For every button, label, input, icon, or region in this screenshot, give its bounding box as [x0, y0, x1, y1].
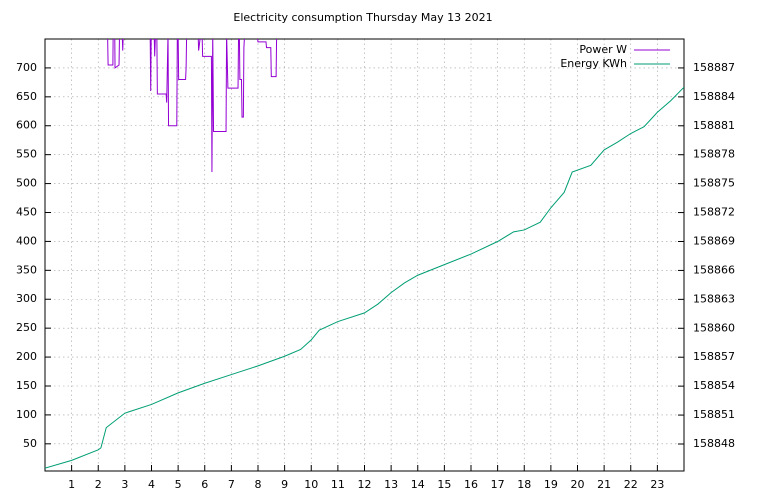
x-tick-label: 18: [517, 478, 531, 491]
x-tick-label: 19: [544, 478, 558, 491]
x-tick-label: 8: [255, 478, 262, 491]
y-tick-label: 250: [16, 321, 37, 334]
y-tick-label: 50: [23, 437, 37, 450]
x-tick-label: 13: [384, 478, 398, 491]
x-tick-label: 9: [281, 478, 288, 491]
y-tick-label: 150: [16, 379, 37, 392]
y-tick-label: 300: [16, 292, 37, 305]
x-tick-label: 12: [358, 478, 372, 491]
y2-tick-label: 158863: [693, 292, 735, 305]
x-tick-label: 17: [491, 478, 505, 491]
y2-tick-label: 158887: [693, 61, 735, 74]
chart-title: Electricity consumption Thursday May 13 …: [233, 11, 492, 24]
x-tick-label: 6: [201, 478, 208, 491]
x-tick-label: 10: [304, 478, 318, 491]
y2-tick-label: 158872: [693, 206, 735, 219]
y2-tick-label: 158878: [693, 148, 735, 161]
x-tick-label: 22: [624, 478, 638, 491]
legend-label: Power W: [579, 43, 627, 56]
y-tick-label: 350: [16, 263, 37, 276]
x-tick-label: 11: [331, 478, 345, 491]
y2-tick-label: 158857: [693, 350, 735, 363]
y2-tick-label: 158848: [693, 437, 735, 450]
x-tick-label: 1: [68, 478, 75, 491]
legend-label: Energy KWh: [560, 57, 627, 70]
y2-tick-label: 158851: [693, 408, 735, 421]
x-tick-label: 5: [175, 478, 182, 491]
y-tick-label: 450: [16, 205, 37, 218]
x-tick-label: 4: [148, 478, 155, 491]
y2-tick-label: 158854: [693, 379, 735, 392]
x-tick-label: 14: [411, 478, 425, 491]
y-tick-label: 100: [16, 408, 37, 421]
x-tick-label: 2: [95, 478, 102, 491]
y2-tick-label: 158881: [693, 119, 735, 132]
y-tick-label: 400: [16, 234, 37, 247]
y-tick-label: 700: [16, 61, 37, 74]
x-tick-label: 21: [597, 478, 611, 491]
y-tick-label: 500: [16, 177, 37, 190]
y2-tick-label: 158860: [693, 321, 735, 334]
series-line: [107, 39, 278, 173]
y2-tick-label: 158869: [693, 235, 735, 248]
x-tick-label: 16: [464, 478, 478, 491]
x-tick-label: 3: [121, 478, 128, 491]
y2-tick-label: 158884: [693, 90, 735, 103]
y2-tick-label: 158866: [693, 263, 735, 276]
x-tick-label: 15: [437, 478, 451, 491]
plot-border: [44, 38, 685, 472]
x-tick-label: 20: [571, 478, 585, 491]
x-tick-label: 7: [228, 478, 235, 491]
y-tick-label: 600: [16, 119, 37, 132]
y-tick-label: 200: [16, 350, 37, 363]
y-tick-label: 650: [16, 90, 37, 103]
series-line: [45, 86, 684, 469]
y2-tick-label: 158875: [693, 177, 735, 190]
y-tick-label: 550: [16, 148, 37, 161]
x-tick-label: 23: [650, 478, 664, 491]
